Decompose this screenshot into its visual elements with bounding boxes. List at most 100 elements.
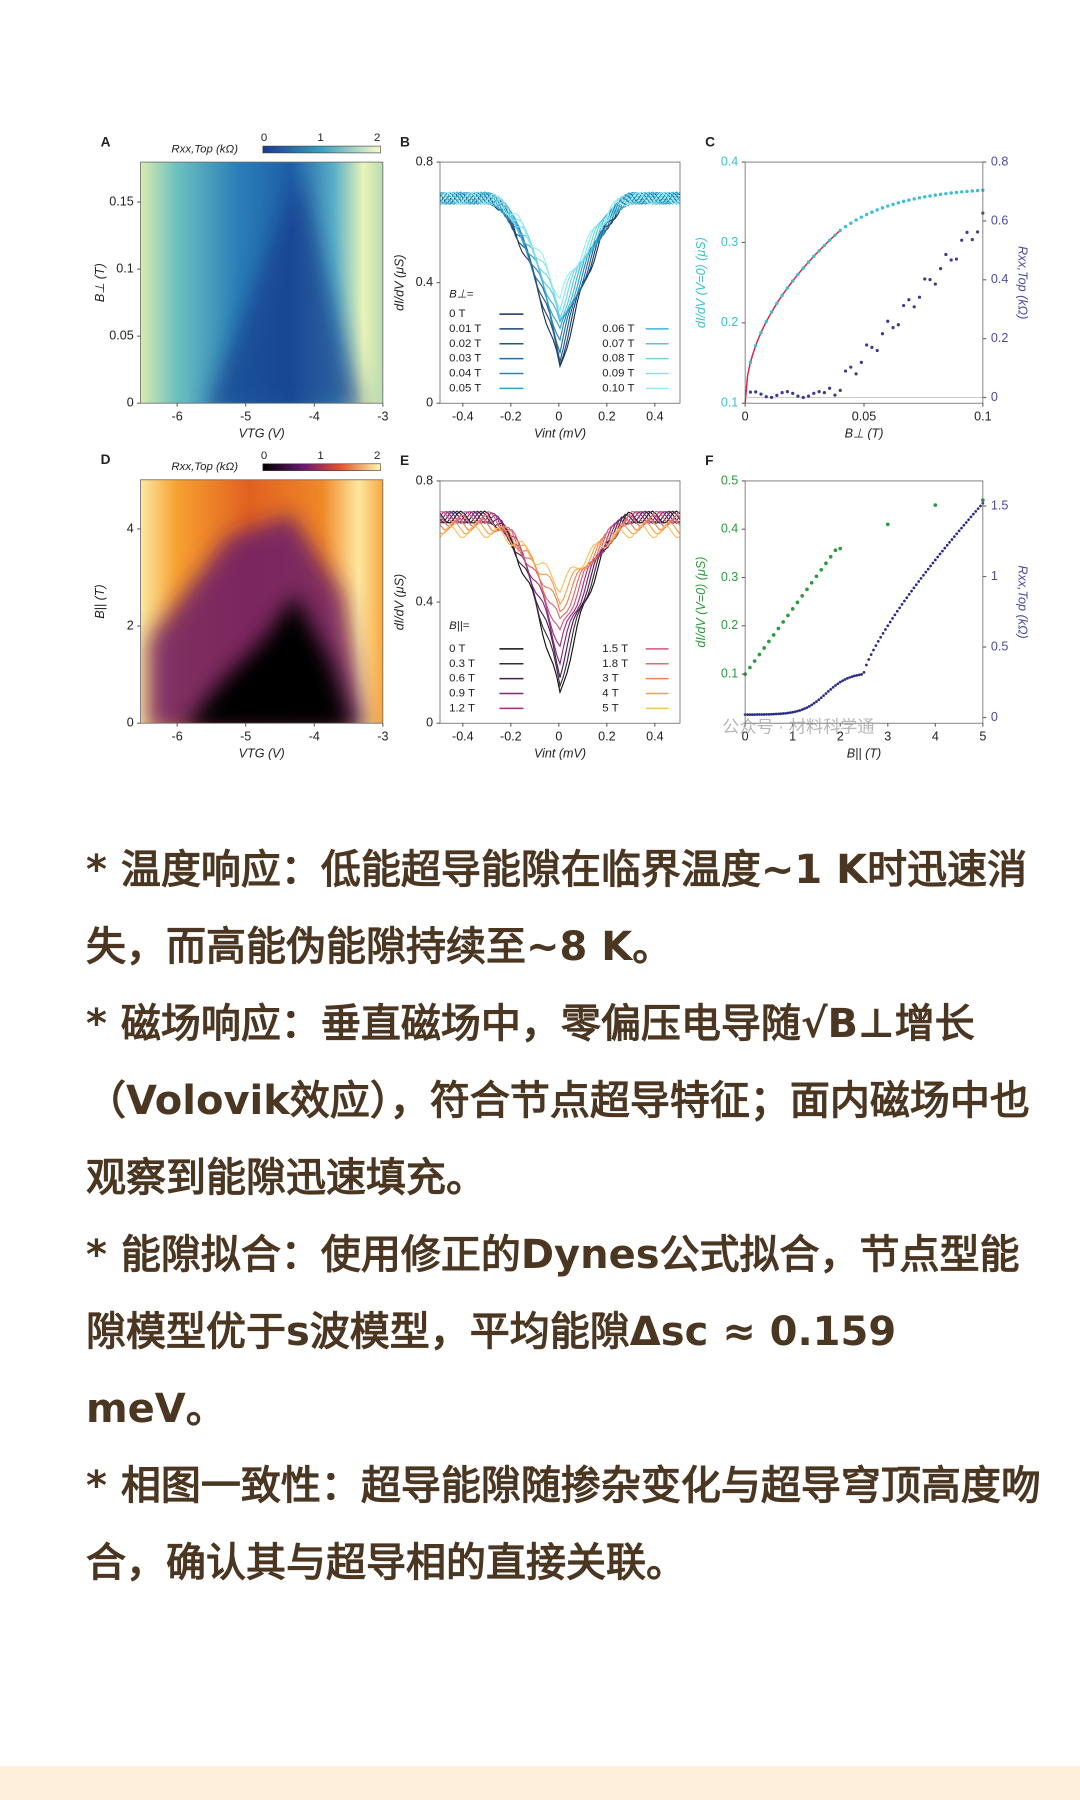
dot [907, 593, 911, 596]
x-tick-label: -0.4 [452, 409, 474, 423]
y2-tick-label: 1 [991, 569, 998, 583]
dot [774, 712, 778, 716]
dot [875, 348, 879, 353]
x-tick-label: -6 [172, 409, 183, 423]
dot [910, 589, 913, 593]
dot [886, 319, 890, 323]
x-tick-label: 0.4 [646, 409, 663, 423]
dot [752, 659, 757, 663]
legend-text: 0 T [449, 643, 465, 655]
dot [755, 713, 759, 716]
y2-tick-label: 0.2 [991, 331, 1008, 345]
legend-text: 1.2 T [449, 702, 475, 714]
dot [859, 215, 864, 219]
dot [795, 600, 800, 605]
curve [439, 510, 681, 648]
panel: D Rxx,Top (kΩ) 0 1 2 -6 -5 -4 -3 4 2 0 VTG (V) B|| (T… [93, 450, 389, 761]
legend-text: 0.03 T [449, 353, 481, 365]
legend-text: 0.09 T [602, 368, 634, 380]
x-axis-label: B⊥ (T) [845, 426, 884, 440]
dot [822, 243, 827, 248]
dot [886, 204, 890, 208]
colorbar [262, 145, 381, 154]
colorbar-tick: 1 [317, 450, 323, 462]
x-tick-label: 0.2 [598, 409, 615, 423]
dot [864, 212, 869, 217]
x-tick-label: 3 [884, 729, 891, 743]
dot [775, 393, 779, 397]
dot [760, 713, 764, 716]
dot [785, 286, 790, 290]
dot [945, 543, 949, 547]
y2-tick-label: 0 [991, 710, 998, 724]
paragraph: * 相图一致性：超导能隙随掺杂变化与超导穹顶高度吻合，确认其与超导相的直接关联。 [86, 1463, 1041, 1586]
colorbar-tick: 2 [374, 132, 380, 144]
dot [750, 713, 754, 716]
legend-text: 0.07 T [602, 338, 634, 350]
dot [809, 580, 814, 585]
dot [780, 391, 784, 395]
dot [936, 555, 940, 559]
dot [834, 684, 837, 687]
dot [854, 218, 858, 222]
dot [903, 599, 906, 603]
dot [948, 540, 951, 544]
dot [917, 580, 921, 583]
dot [771, 633, 776, 637]
dot [833, 393, 837, 397]
dot [891, 202, 895, 207]
dot [954, 257, 959, 261]
x-axis-label: B|| (T) [847, 746, 881, 760]
dot [786, 711, 790, 715]
dot [754, 390, 758, 394]
curve [439, 191, 681, 362]
watermark: 公众号 · 材料科学通 [722, 716, 874, 736]
panel: A Rxx,Top (kΩ) 0 1 2 -6 -5 -4 -3 0.15 0.1 0.05 0 VTG … [93, 132, 389, 440]
y-tick-label: 0.4 [721, 154, 738, 168]
legend-title: B||= [449, 620, 470, 632]
dot [849, 365, 853, 369]
dot [824, 561, 828, 566]
dot [791, 710, 795, 714]
dot [870, 210, 874, 214]
dot [879, 635, 883, 639]
panel: E 0 T 0.3 T 0.6 T 0.9 T 1.2 T 1.5 T 1.8 T 3 T 4 T… [392, 453, 681, 760]
legend-text: 1.8 T [602, 658, 628, 670]
y2-tick-label: 0.6 [991, 213, 1008, 227]
dot [850, 675, 854, 678]
dot [812, 254, 816, 259]
dot [884, 628, 887, 631]
dot [845, 677, 849, 680]
dot [912, 197, 916, 201]
dot [912, 305, 916, 309]
dot [896, 323, 900, 327]
y-tick-label: 0.3 [721, 570, 738, 584]
dot [817, 249, 821, 253]
dot [817, 698, 821, 702]
y-tick-label: 0.8 [416, 473, 433, 487]
y-tick-label: 0.5 [721, 473, 738, 487]
legend-text: 0.08 T [602, 353, 634, 365]
dot [812, 701, 816, 705]
dot [964, 521, 968, 524]
panel: B 0 T 0.01 T 0.02 T 0.03 T 0.04 T 0.05 T 0.06 T… [392, 134, 681, 440]
dot [967, 518, 970, 522]
dot [976, 507, 980, 511]
colorbar [262, 463, 381, 471]
dot [801, 266, 805, 270]
curve [439, 510, 681, 695]
dot [891, 617, 894, 620]
panel-label: B [400, 134, 410, 149]
dot [843, 678, 847, 681]
dot [905, 596, 909, 600]
dot [769, 712, 773, 716]
panel-label: C [705, 134, 715, 149]
dot [855, 673, 859, 677]
x-tick-label: 0 [555, 729, 562, 743]
x-tick-label: -6 [172, 729, 183, 743]
panel-label: F [705, 453, 713, 468]
dot [767, 712, 771, 716]
dot [833, 233, 837, 237]
paragraph: * 温度响应：低能超导能隙在临界温度~1 K时迅速消失，而高能伪能隙持续至~8 … [86, 847, 1028, 970]
